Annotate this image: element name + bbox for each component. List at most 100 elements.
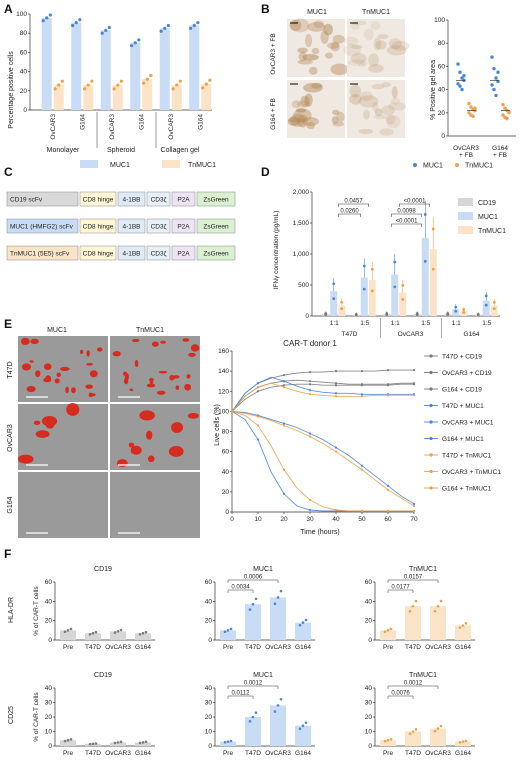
ihc-g164-tnmuc1-stain — [363, 109, 370, 120]
panel-e-point — [412, 383, 416, 386]
panel-e-legend-marker — [429, 486, 433, 490]
panel-a-y-tick-label: 60 — [20, 49, 28, 56]
panel-b-point-muc1 — [460, 87, 464, 92]
panel-f-dot — [113, 741, 117, 745]
microscopy-g164-muc1 — [18, 472, 108, 538]
panel-e-y-tick-label: 160 — [218, 348, 229, 355]
panel-a-y-tick-label: 40 — [20, 69, 28, 76]
construct-domain-box — [171, 218, 196, 234]
panel-f-xtick: OvCAR3 — [105, 750, 131, 757]
panel-f-xtick: G164 — [135, 644, 151, 651]
ihc-g164-muc1-stain — [290, 113, 305, 128]
microscopy-ovcar3-tnmuc1-cell — [139, 410, 155, 421]
panel-d-y-tick-label: 2,000 — [293, 189, 310, 196]
panel-e-point — [334, 382, 338, 385]
panel-f-chart-title: CD19 — [94, 672, 112, 679]
panel-d-ratio: 1:1 — [330, 320, 339, 327]
panel-d-dot — [462, 311, 466, 314]
panel-e-xtick-label: 50 — [358, 516, 366, 523]
panel-d-dot — [362, 287, 366, 291]
panel-f-dot — [461, 740, 465, 743]
panel-f-y-tick-label: 0 — [208, 637, 212, 644]
panel-f-y-tick-label: 40 — [365, 685, 373, 692]
panel-f-significance-bracket — [227, 685, 279, 689]
microscopy-t47d-muc1-cell — [30, 338, 39, 345]
panel-e-xtick-label: 10 — [254, 516, 262, 523]
panel-f-dot — [116, 630, 120, 633]
panel-f-xtick: T47D — [405, 644, 421, 651]
panel-f-dot — [141, 741, 145, 744]
panel-f-dot — [433, 609, 437, 613]
panel-a-dot-tnmuc1 — [171, 87, 175, 91]
panel-f-dot — [389, 738, 393, 741]
panel-e-point — [412, 502, 416, 506]
panel-d-dot — [492, 300, 496, 304]
panel-a-bar-tnmuc1 — [171, 85, 182, 110]
panel-a-bar-muc1 — [189, 25, 200, 110]
panel-f-chart-title: CD19 — [94, 566, 112, 573]
panel-b-point-tnmuc1 — [469, 105, 473, 109]
panel-b-point-muc1 — [490, 83, 494, 87]
panel-e-point — [334, 392, 338, 395]
panel-d-ratio: 1:5 — [360, 320, 369, 327]
panel-letter-d: D — [261, 165, 270, 179]
panel-d-legend-label: TnMUC1 — [478, 228, 506, 235]
panel-f-dot — [229, 739, 233, 743]
construct-domain-box — [79, 245, 117, 261]
panel-a-ylabel: Percentage positive cells — [8, 51, 15, 129]
panel-d-bar-tnmuc1 — [368, 280, 376, 316]
ihc-g164-muc1-stain — [332, 121, 345, 127]
panel-d-legend-label: MUC1 — [478, 214, 498, 221]
panel-e-point — [256, 424, 260, 427]
panel-f-bar — [60, 740, 76, 746]
panel-d-pvalue: <0.0001 — [396, 219, 419, 225]
panel-f-xtick: OvCAR3 — [105, 644, 131, 651]
panel-e-point — [360, 468, 364, 471]
panel-f-y-tick-label: 10 — [45, 729, 53, 736]
panel-f-dot — [411, 730, 415, 733]
panel-b-point-tnmuc1 — [501, 113, 505, 117]
legend-b-tnmuc1-label: TnMUC1 — [465, 163, 493, 170]
panel-f-dot — [226, 629, 230, 632]
construct-muc1: MUC1 (HMFG2) scFv CD8 hinge 4-1BB CD3ζ P2A Zs… — [6, 218, 236, 234]
panel-d-bar-tnmuc1 — [399, 292, 407, 316]
construct-domain-box — [171, 191, 196, 207]
panel-e-point — [308, 498, 312, 502]
ihc-ovcar3-tnmuc1-stain — [373, 37, 382, 51]
microscopy-t47d-muc1-cell — [86, 362, 93, 366]
ihc-g164-muc1-stain — [302, 117, 320, 127]
panel-f-y-tick-label: 0 — [368, 637, 372, 644]
panel-f-dot — [279, 698, 283, 701]
ihc-g164-muc1-stain — [336, 111, 345, 123]
construct-domain-box — [117, 218, 146, 234]
panel-e-point — [360, 393, 364, 396]
panel-a-xtick: OvCAR3 — [168, 114, 175, 140]
panel-d-dot — [340, 300, 344, 304]
panel-a-dot-muc1 — [107, 25, 111, 30]
panel-a-bar-muc1 — [159, 28, 170, 110]
panel-e-ylabel: Live cells (%) — [214, 404, 221, 446]
panel-b-row-g164: G164 + FB — [270, 98, 277, 130]
panel-f-ylabel: % of CAR-T cells — [33, 586, 40, 636]
construct-scfv-label: TnMUC1 (5E5) scFv — [10, 251, 70, 258]
panel-e-legend-marker — [429, 420, 433, 424]
panel-f-dot — [304, 721, 308, 724]
panel-a-dot-tnmuc1 — [83, 87, 87, 91]
panel-a-bar-muc1 — [41, 17, 52, 111]
panel-b-xtick-ovcar3: OvCAR3 + FB — [453, 145, 479, 159]
panel-e-xtick-label: 30 — [306, 516, 314, 523]
panel-e-point — [412, 504, 416, 508]
panel-e-chart-title: CAR-T donor 1 — [283, 339, 337, 348]
panel-f-significance-bracket — [387, 579, 439, 583]
panel-b-point-tnmuc1 — [503, 106, 507, 110]
ihc-ovcar3-muc1-stain — [305, 33, 313, 48]
ihc-g164-muc1-stain — [297, 114, 308, 128]
panel-a-dot-muc1 — [71, 23, 75, 28]
panel-f-pvalue: 0.0012 — [244, 681, 263, 687]
panel-d-cell-label: G164 — [464, 331, 480, 338]
panel-f-dot — [144, 630, 148, 634]
panel-d-bar-tnmuc1 — [429, 249, 437, 316]
panel-d-dot — [401, 298, 405, 301]
ihc-g164-tnmuc1-stain — [391, 86, 398, 99]
panel-d-bar-chart: IFNγ concentration (pg/mL) 0 500 1,000 1,50… — [273, 189, 506, 338]
